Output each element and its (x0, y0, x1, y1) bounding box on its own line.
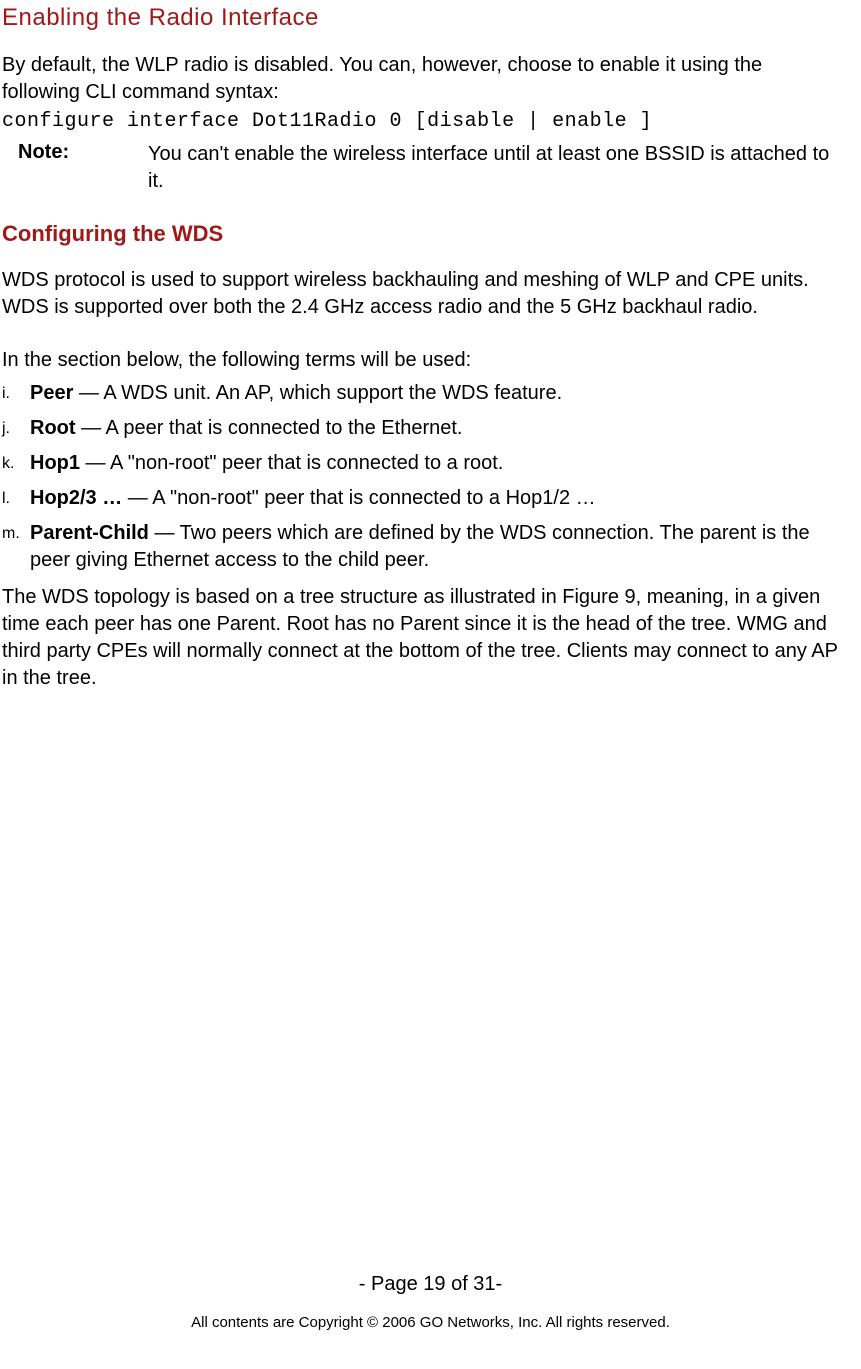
list-item-marker: m. (2, 520, 30, 545)
definition-term: Peer (30, 382, 73, 404)
list-item-marker: j. (2, 415, 30, 440)
wds-paragraph-1: WDS protocol is used to support wireless… (2, 267, 843, 321)
page-footer: - Page 19 of 31- All contents are Copyri… (0, 1273, 861, 1331)
list-item: k.Hop1 — A "non-root" peer that is conne… (2, 450, 843, 477)
list-item-marker: i. (2, 380, 30, 405)
page-number: - Page 19 of 31- (0, 1273, 861, 1296)
section-heading-enabling-radio: Enabling the Radio Interface (2, 4, 843, 32)
list-item-marker: l. (2, 485, 30, 510)
copyright-notice: All contents are Copyright © 2006 GO Net… (0, 1314, 861, 1331)
cli-command-syntax: configure interface Dot11Radio 0 [disabl… (2, 110, 843, 133)
definition-text: — A peer that is connected to the Ethern… (76, 417, 463, 439)
list-item: l.Hop2/3 … — A "non-root" peer that is c… (2, 485, 843, 512)
note-label: Note: (18, 141, 148, 164)
definition-term: Parent-Child (30, 522, 149, 544)
document-page: Enabling the Radio Interface By default,… (0, 0, 861, 1369)
list-item: i.Peer — A WDS unit. An AP, which suppor… (2, 380, 843, 407)
list-item-body: Root — A peer that is connected to the E… (30, 415, 843, 442)
list-item-body: Hop1 — A "non-root" peer that is connect… (30, 450, 843, 477)
document-content: Enabling the Radio Interface By default,… (0, 0, 843, 692)
definition-term: Root (30, 417, 76, 439)
definition-text: — A WDS unit. An AP, which support the W… (73, 382, 562, 404)
wds-paragraph-2: In the section below, the following term… (2, 347, 843, 374)
list-item: m.Parent-Child — Two peers which are def… (2, 520, 843, 574)
note-text: You can't enable the wireless interface … (148, 141, 843, 195)
list-item-body: Peer — A WDS unit. An AP, which support … (30, 380, 843, 407)
list-item-body: Parent-Child — Two peers which are defin… (30, 520, 843, 574)
list-item-body: Hop2/3 … — A "non-root" peer that is con… (30, 485, 843, 512)
note-block: Note: You can't enable the wireless inte… (18, 141, 843, 195)
intro-paragraph: By default, the WLP radio is disabled. Y… (2, 52, 843, 106)
subsection-heading-configuring-wds: Configuring the WDS (2, 221, 843, 247)
definition-text: — A "non-root" peer that is connected to… (80, 452, 503, 474)
list-item: j.Root — A peer that is connected to the… (2, 415, 843, 442)
definition-term: Hop1 (30, 452, 80, 474)
list-item-marker: k. (2, 450, 30, 475)
definitions-list: i.Peer — A WDS unit. An AP, which suppor… (2, 380, 843, 574)
definition-term: Hop2/3 … (30, 487, 122, 509)
wds-paragraph-3: The WDS topology is based on a tree stru… (2, 584, 843, 692)
definition-text: — A "non-root" peer that is connected to… (122, 487, 595, 509)
